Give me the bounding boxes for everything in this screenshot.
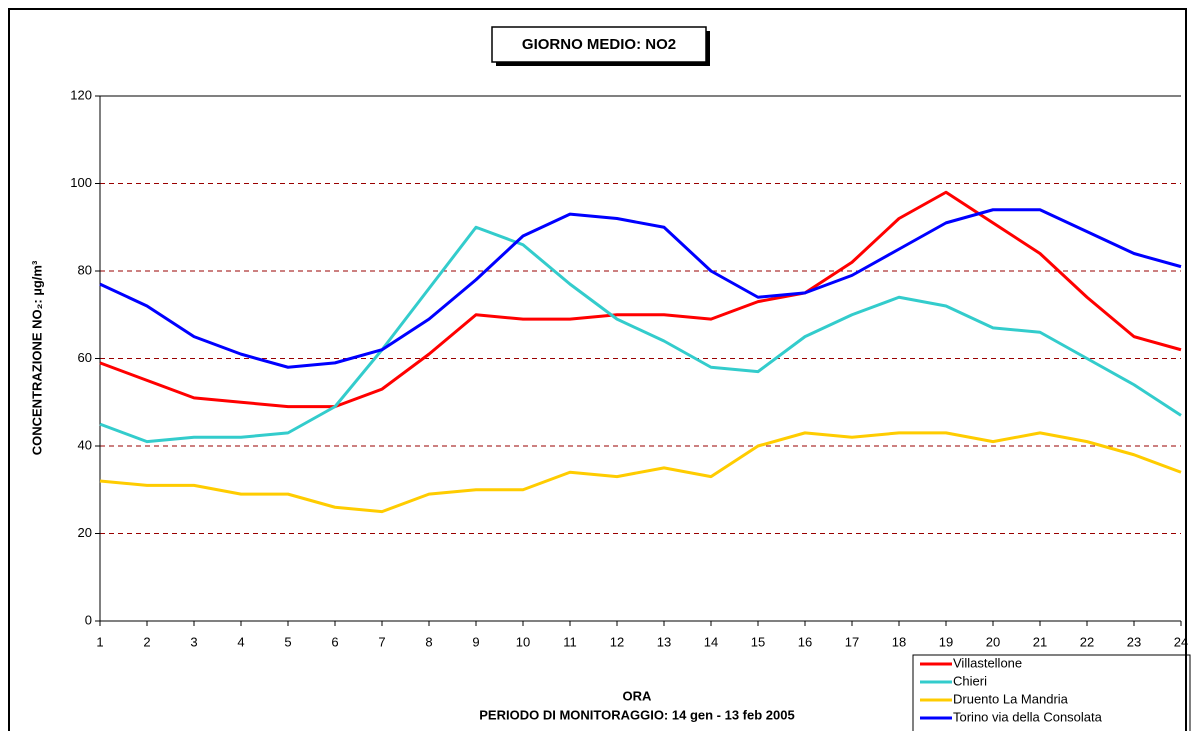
x-tick-label: 22 — [1080, 634, 1094, 649]
y-tick-label: 0 — [85, 612, 92, 627]
x-tick-label: 7 — [378, 634, 385, 649]
x-tick-label: 21 — [1033, 634, 1047, 649]
x-tick-label: 11 — [563, 634, 577, 649]
y-tick-label: 20 — [78, 525, 92, 540]
y-tick-label: 100 — [70, 175, 92, 190]
x-tick-label: 12 — [610, 634, 624, 649]
y-tick-label: 40 — [78, 437, 92, 452]
title-box — [491, 26, 707, 63]
x-tick-label: 5 — [284, 634, 291, 649]
legend-label: Torino via della Consolata — [953, 709, 1103, 724]
x-tick-label: 24 — [1174, 634, 1188, 649]
series-line — [99, 225, 1182, 444]
series-line — [99, 208, 1182, 369]
x-tick-label: 23 — [1127, 634, 1141, 649]
legend-label: Druento La Mandria — [953, 691, 1069, 706]
y-tick-label: 120 — [70, 87, 92, 102]
legend-label: Chieri — [953, 673, 987, 688]
series-line — [99, 431, 1182, 514]
x-tick-label: 3 — [190, 634, 197, 649]
x-tick-label: 20 — [986, 634, 1000, 649]
x-tick-label: 19 — [939, 634, 953, 649]
x-tick-label: 4 — [237, 634, 244, 649]
y-axis-label: CONCENTRAZIONE NO₂: µg/m³ — [29, 260, 44, 455]
x-tick-label: 8 — [425, 634, 432, 649]
x-tick-label: 16 — [798, 634, 812, 649]
legend-box — [912, 654, 1191, 731]
x-tick-label: 9 — [472, 634, 479, 649]
x-tick-label: 14 — [704, 634, 718, 649]
x-tick-label: 6 — [331, 634, 338, 649]
x-tick-label: 2 — [143, 634, 150, 649]
y-tick-label: 60 — [78, 350, 92, 365]
x-tick-label: 13 — [657, 634, 671, 649]
series-line — [99, 190, 1182, 409]
legend-label: Villastellone — [953, 655, 1022, 670]
subtitle: PERIODO DI MONITORAGGIO: 14 gen - 13 feb… — [479, 707, 794, 722]
chart-border — [8, 8, 1187, 731]
x-tick-label: 1 — [96, 634, 103, 649]
x-tick-label: 18 — [892, 634, 906, 649]
x-tick-label: 17 — [845, 634, 859, 649]
chart-title: GIORNO MEDIO: NO2 — [522, 36, 676, 53]
y-tick-label: 80 — [78, 262, 92, 277]
x-axis-label: ORA — [623, 688, 653, 703]
x-tick-label: 15 — [751, 634, 765, 649]
x-tick-label: 10 — [516, 634, 530, 649]
